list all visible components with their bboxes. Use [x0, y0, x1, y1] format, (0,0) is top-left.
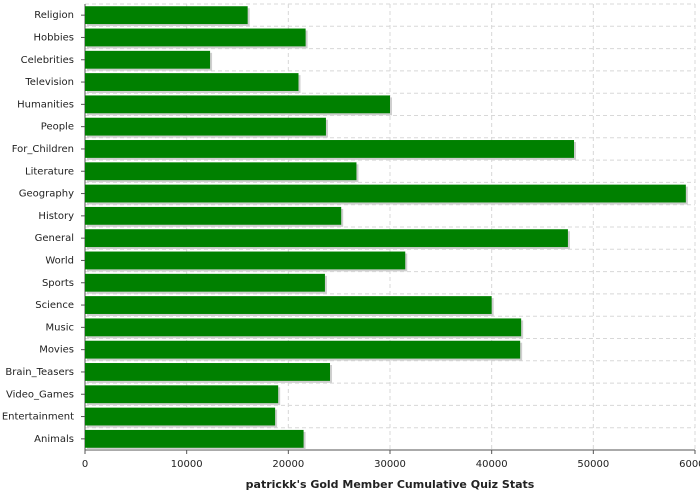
y-tick-label: People [41, 122, 74, 133]
x-tick-label: 50000 [577, 459, 609, 470]
bar [85, 429, 304, 448]
bar [85, 184, 686, 203]
y-tick-label: Humanities [17, 99, 74, 110]
y-tick-label: Brain_Teasers [5, 367, 74, 378]
y-tick-label: Celebrities [21, 55, 74, 66]
bar [85, 140, 575, 158]
bar [85, 50, 211, 69]
y-tick-label: Sports [42, 278, 74, 289]
x-tick-label: 40000 [476, 459, 508, 470]
x-tick-label: 30000 [374, 459, 406, 470]
x-tick-label: 20000 [272, 459, 304, 470]
y-tick-label: Literature [25, 166, 74, 177]
y-tick-label: History [38, 211, 74, 222]
bar [85, 6, 248, 25]
y-tick-label: Television [24, 77, 74, 88]
y-tick-label: Hobbies [34, 32, 74, 43]
y-tick-label: For_Children [12, 144, 74, 155]
bar [85, 385, 279, 404]
bar [85, 273, 325, 292]
y-tick-label: Entertainment [2, 412, 74, 423]
y-tick-label: Geography [19, 189, 74, 200]
y-tick-label: Music [46, 322, 74, 333]
y-tick-label: General [35, 233, 74, 244]
y-tick-label: Animals [34, 434, 74, 445]
bar [85, 162, 357, 181]
x-tick-label: 0 [82, 459, 88, 470]
bar [85, 251, 406, 270]
y-tick-label: Religion [34, 10, 74, 21]
y-tick-label: Science [35, 300, 74, 311]
bar [85, 363, 331, 381]
bar [85, 296, 492, 314]
bar [85, 117, 326, 136]
x-tick-label: 10000 [171, 459, 203, 470]
x-tick-label: 60000 [679, 459, 700, 470]
bar [85, 407, 276, 426]
y-tick-label: Movies [39, 345, 74, 356]
bar [85, 73, 299, 91]
chart-title: patrickk's Gold Member Cumulative Quiz S… [246, 478, 535, 491]
bar [85, 28, 306, 47]
bar [85, 318, 522, 337]
bar [85, 206, 342, 225]
y-tick-label: World [45, 255, 74, 266]
bar [85, 95, 390, 114]
y-tick-label: Video_Games [6, 389, 74, 400]
bar [85, 229, 568, 248]
bar [85, 340, 521, 359]
